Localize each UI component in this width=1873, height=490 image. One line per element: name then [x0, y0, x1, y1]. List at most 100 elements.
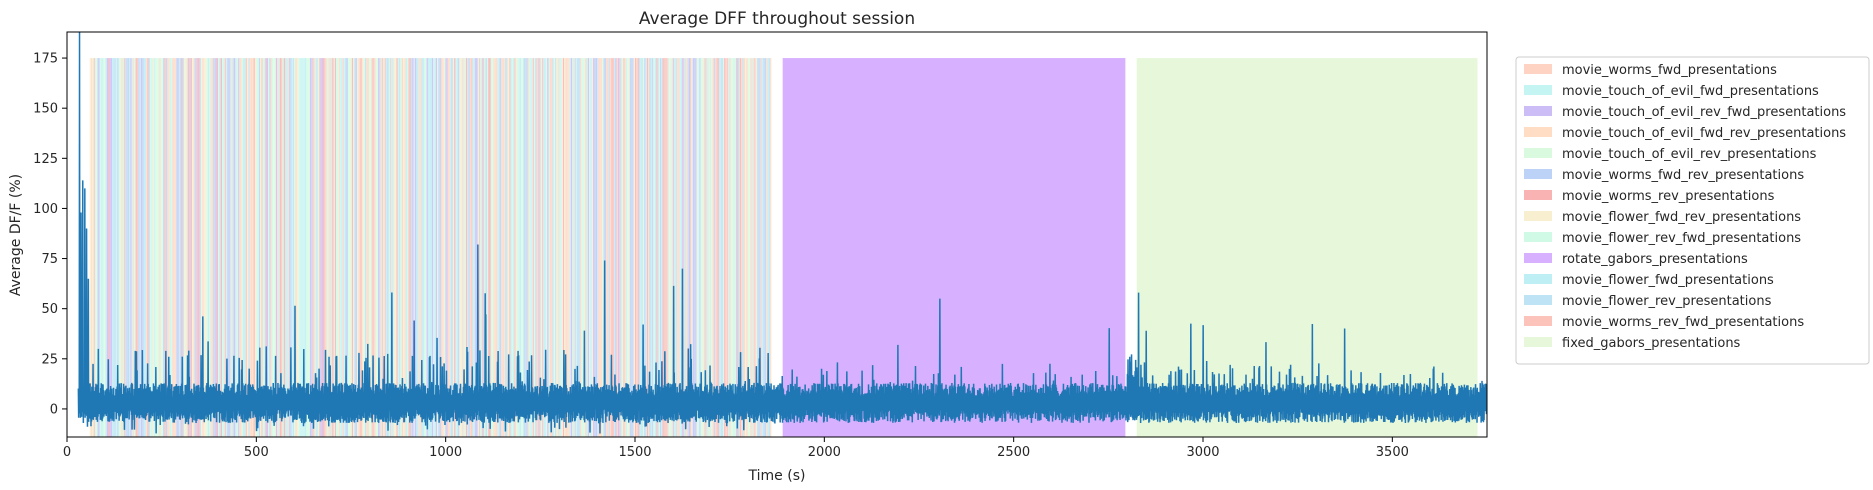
stimulus-epoch — [627, 58, 629, 438]
stimulus-epoch — [132, 58, 135, 438]
stimulus-epoch — [671, 58, 674, 438]
stimulus-epoch — [589, 58, 591, 438]
stimulus-epoch — [303, 58, 305, 438]
stimulus-epoch — [448, 58, 451, 438]
stimulus-epoch — [197, 58, 199, 438]
stimulus-epoch — [430, 58, 432, 438]
stimulus-epoch — [209, 58, 211, 438]
stimulus-epoch — [573, 58, 575, 438]
stimulus-epoch — [119, 58, 122, 438]
stimulus-epoch — [232, 58, 234, 438]
x-tick-label: 1000 — [429, 445, 462, 460]
stimulus-epoch — [324, 58, 326, 438]
stimulus-epoch — [275, 58, 278, 438]
stimulus-epoch — [274, 58, 276, 438]
stimulus-epoch — [392, 58, 394, 438]
axes-frame — [66, 31, 1488, 438]
stimulus-epoch — [353, 58, 355, 438]
stimulus-epoch — [153, 58, 156, 438]
stimulus-epoch — [384, 58, 386, 438]
stimulus-epoch — [447, 58, 449, 438]
stimulus-epoch — [569, 58, 571, 438]
stimulus-epoch — [498, 58, 500, 438]
stimulus-epoch — [513, 58, 515, 438]
stimulus-epoch — [524, 58, 527, 438]
legend-swatch — [1524, 64, 1552, 74]
stimulus-epoch — [336, 58, 338, 438]
legend-label: rotate_gabors_presentations — [1562, 252, 1748, 267]
stimulus-epoch — [346, 58, 348, 438]
stimulus-epoch — [557, 58, 559, 438]
legend-swatch — [1524, 127, 1552, 137]
stimulus-epoch — [245, 58, 248, 438]
stimulus-epoch — [144, 58, 147, 438]
dff-line — [77, 32, 1487, 434]
stimulus-epoch — [700, 58, 702, 438]
stimulus-epoch — [261, 58, 263, 438]
stimulus-epoch — [123, 58, 126, 438]
stimulus-epoch — [497, 58, 499, 438]
stimulus-epoch — [317, 58, 320, 438]
stimulus-epoch — [666, 58, 668, 438]
stimulus-epoch — [434, 58, 436, 438]
stimulus-epoch — [510, 58, 512, 438]
stimulus-epoch — [468, 58, 470, 438]
stimulus-epoch — [129, 58, 131, 438]
stimulus-epoch — [344, 58, 346, 438]
stimulus-epoch — [167, 58, 169, 438]
stimulus-epoch — [472, 58, 474, 438]
stimulus-epoch — [590, 58, 592, 438]
stimulus-epoch — [718, 58, 721, 438]
stimulus-epoch — [423, 58, 426, 438]
stimulus-epoch — [422, 58, 424, 438]
stimulus-epoch — [332, 58, 334, 438]
stimulus-epoch — [212, 58, 215, 438]
stimulus-epoch — [454, 58, 456, 438]
stimulus-epoch — [735, 58, 738, 438]
stimulus-epoch — [564, 58, 566, 438]
stimulus-epoch — [262, 58, 265, 438]
stimulus-epoch — [163, 58, 165, 438]
stimulus-epoch — [189, 58, 191, 438]
stimulus-epoch — [465, 58, 468, 438]
stimulus-epoch — [631, 58, 633, 438]
stimulus-epoch — [680, 58, 683, 438]
stimulus-epoch — [501, 58, 503, 438]
stimulus-epoch — [555, 58, 557, 438]
stimulus-epoch — [598, 58, 600, 438]
stimulus-epoch — [492, 58, 494, 438]
stimulus-epoch — [467, 58, 469, 438]
stimulus-epoch — [481, 58, 483, 438]
y-tick-label: 150 — [33, 102, 58, 117]
stimulus-epoch — [582, 58, 584, 438]
stimulus-epoch — [665, 58, 667, 438]
stimulus-epoch — [248, 58, 250, 438]
stimulus-epoch — [658, 58, 660, 438]
stimulus-epoch — [96, 58, 98, 438]
stimulus-epoch — [560, 58, 562, 438]
stimulus-epoch — [92, 58, 94, 438]
stimulus-epoch — [713, 58, 715, 438]
stimulus-epoch — [638, 58, 641, 438]
stimulus-epoch — [614, 58, 616, 438]
stimulus-epoch — [115, 58, 118, 438]
stimulus-epoch — [676, 58, 679, 438]
stimulus-epoch — [739, 58, 742, 438]
stimulus-epoch — [359, 58, 362, 438]
stimulus-epoch — [602, 58, 604, 438]
stimulus-epoch — [93, 58, 95, 438]
legend-label: movie_worms_rev_fwd_presentations — [1562, 315, 1804, 330]
stimulus-epoch — [530, 58, 532, 438]
stimulus-epoch — [126, 58, 128, 438]
stimulus-epoch — [586, 58, 588, 438]
stimulus-epoch — [645, 58, 647, 438]
stimulus-epoch — [395, 58, 397, 438]
legend-swatch — [1524, 253, 1552, 263]
stimulus-epoch — [745, 58, 747, 438]
stimulus-epoch — [433, 58, 435, 438]
stimulus-epoch — [220, 58, 223, 438]
stimulus-epoch — [476, 58, 478, 438]
stimulus-epoch — [114, 58, 116, 438]
stimulus-epoch — [345, 58, 347, 438]
stimulus-epoch — [528, 58, 531, 438]
